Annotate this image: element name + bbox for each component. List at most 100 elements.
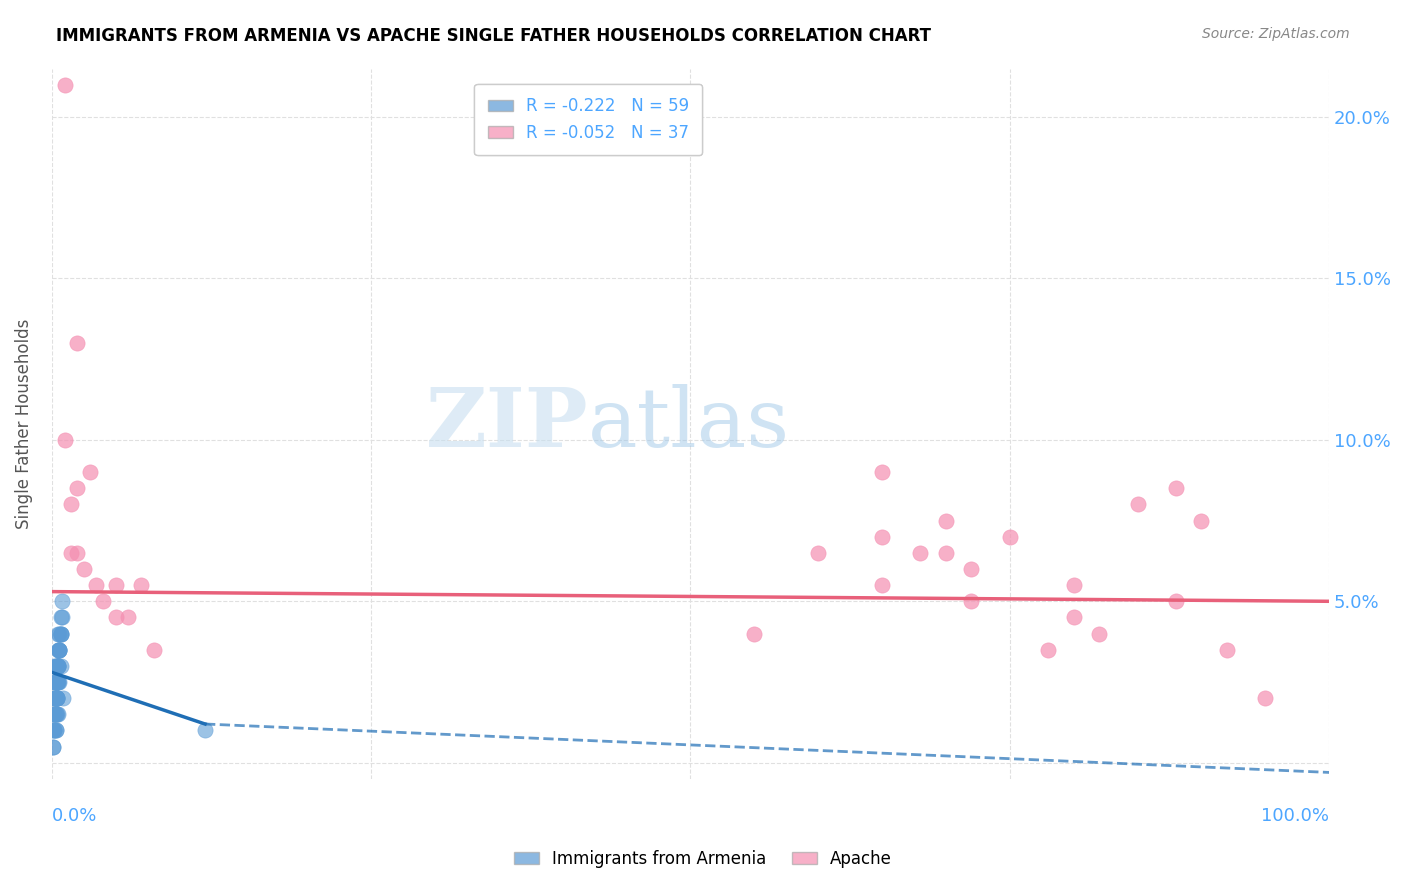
Point bbox=[44, 723, 66, 738]
Point bbox=[46, 642, 69, 657]
Y-axis label: Single Father Households: Single Father Households bbox=[15, 318, 32, 529]
Point bbox=[44, 691, 66, 706]
Point bbox=[1126, 498, 1149, 512]
Point bbox=[48, 642, 70, 657]
Point bbox=[45, 691, 67, 706]
Point bbox=[870, 578, 893, 592]
Point bbox=[45, 691, 67, 706]
Text: 100.0%: 100.0% bbox=[1261, 807, 1329, 825]
Point bbox=[49, 626, 72, 640]
Point bbox=[45, 675, 67, 690]
Point bbox=[129, 578, 152, 592]
Point bbox=[52, 691, 75, 706]
Legend: Immigrants from Armenia, Apache: Immigrants from Armenia, Apache bbox=[508, 844, 898, 875]
Point bbox=[117, 610, 139, 624]
Point bbox=[44, 707, 66, 722]
Point bbox=[1036, 642, 1059, 657]
Point bbox=[45, 691, 67, 706]
Point bbox=[45, 659, 67, 673]
Point bbox=[49, 659, 72, 673]
Point bbox=[46, 626, 69, 640]
Point bbox=[1254, 691, 1277, 706]
Point bbox=[45, 659, 67, 673]
Point bbox=[45, 691, 67, 706]
Point bbox=[79, 465, 101, 479]
Point bbox=[1164, 481, 1187, 495]
Point bbox=[59, 546, 82, 560]
Point bbox=[42, 739, 65, 754]
Point bbox=[870, 465, 893, 479]
Point bbox=[44, 675, 66, 690]
Legend: R = -0.222   N = 59, R = -0.052   N = 37: R = -0.222 N = 59, R = -0.052 N = 37 bbox=[474, 84, 703, 155]
Point bbox=[51, 594, 73, 608]
Point bbox=[104, 610, 127, 624]
Point bbox=[44, 723, 66, 738]
Point bbox=[48, 642, 70, 657]
Text: atlas: atlas bbox=[588, 384, 790, 464]
Point bbox=[45, 707, 67, 722]
Point bbox=[960, 562, 983, 576]
Point bbox=[42, 723, 65, 738]
Point bbox=[48, 642, 70, 657]
Point bbox=[742, 626, 765, 640]
Point bbox=[48, 626, 70, 640]
Point bbox=[194, 723, 217, 738]
Point bbox=[45, 675, 67, 690]
Point bbox=[142, 642, 165, 657]
Point bbox=[45, 691, 67, 706]
Point bbox=[66, 481, 89, 495]
Point bbox=[45, 691, 67, 706]
Point bbox=[73, 562, 96, 576]
Point bbox=[45, 675, 67, 690]
Point bbox=[45, 691, 67, 706]
Point bbox=[86, 578, 108, 592]
Point bbox=[46, 659, 69, 673]
Point bbox=[1189, 514, 1212, 528]
Point bbox=[42, 739, 65, 754]
Point bbox=[46, 675, 69, 690]
Point bbox=[44, 707, 66, 722]
Point bbox=[46, 659, 69, 673]
Point bbox=[45, 675, 67, 690]
Point bbox=[51, 610, 73, 624]
Point bbox=[46, 659, 69, 673]
Point bbox=[45, 691, 67, 706]
Point bbox=[1088, 626, 1111, 640]
Point bbox=[66, 546, 89, 560]
Point bbox=[45, 723, 67, 738]
Point bbox=[48, 642, 70, 657]
Text: ZIP: ZIP bbox=[426, 384, 588, 464]
Point bbox=[49, 626, 72, 640]
Point bbox=[42, 707, 65, 722]
Point bbox=[870, 530, 893, 544]
Point bbox=[59, 498, 82, 512]
Point bbox=[45, 723, 67, 738]
Point bbox=[935, 514, 957, 528]
Point bbox=[935, 546, 957, 560]
Point bbox=[1063, 610, 1085, 624]
Point bbox=[46, 707, 69, 722]
Point bbox=[45, 659, 67, 673]
Point bbox=[104, 578, 127, 592]
Point bbox=[807, 546, 830, 560]
Text: 0.0%: 0.0% bbox=[52, 807, 97, 825]
Point bbox=[46, 659, 69, 673]
Point bbox=[91, 594, 114, 608]
Point bbox=[46, 675, 69, 690]
Text: IMMIGRANTS FROM ARMENIA VS APACHE SINGLE FATHER HOUSEHOLDS CORRELATION CHART: IMMIGRANTS FROM ARMENIA VS APACHE SINGLE… bbox=[56, 27, 931, 45]
Point bbox=[910, 546, 932, 560]
Point bbox=[66, 336, 89, 351]
Point bbox=[998, 530, 1021, 544]
Point bbox=[53, 433, 76, 447]
Text: Source: ZipAtlas.com: Source: ZipAtlas.com bbox=[1202, 27, 1350, 41]
Point bbox=[45, 707, 67, 722]
Point bbox=[1216, 642, 1239, 657]
Point bbox=[45, 691, 67, 706]
Point bbox=[53, 78, 76, 92]
Point bbox=[44, 675, 66, 690]
Point bbox=[1063, 578, 1085, 592]
Point bbox=[44, 691, 66, 706]
Point bbox=[44, 659, 66, 673]
Point bbox=[48, 675, 70, 690]
Point bbox=[45, 707, 67, 722]
